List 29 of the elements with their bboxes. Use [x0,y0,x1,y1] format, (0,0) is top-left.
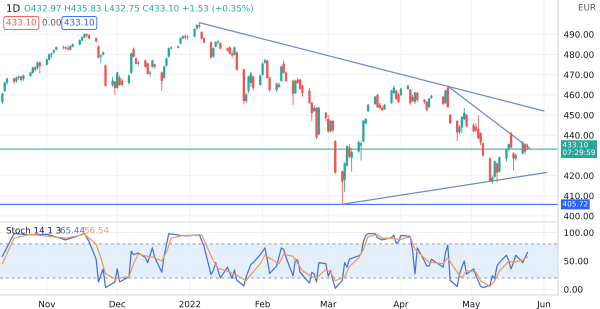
y-tick-label: 50.00 [564,258,588,264]
y-tick-label: 0.00 [564,286,582,293]
chart-title: Stoch 14 1 3 [6,226,61,234]
annotation: 65.44 [60,226,85,234]
x-tick-label: Nov [39,300,56,308]
y-tick-label: 440.00 [564,132,594,139]
y-tick-label: 490.00 [564,31,594,38]
annotation: 56.54 [84,226,109,234]
y-tick-label: 400.00 [564,212,594,220]
y-tick-label: 450.00 [564,112,594,118]
x-tick-label: Apr [393,300,408,309]
y-tick-label: 460.00 [564,92,594,98]
x-tick-label: Mar [320,300,336,308]
annotation: 433.10 [64,18,94,26]
y-tick-label: 100.00 [564,229,594,236]
x-tick-label: Dec [110,300,126,308]
annotation: O432.97 H435.83 L432.75 C433.10 +1.53 (+0.35%) [24,4,253,13]
y-tick-label: 410.00 [564,192,594,200]
chart-title: 1D [7,4,20,12]
y-tick-label: 470.00 [564,72,594,78]
annotation: 433.10 [6,18,36,26]
annotation: 0.00 [42,18,61,26]
x-tick-label: Feb [256,300,270,308]
y-tick-label: 480.00 [564,51,594,58]
x-tick-label: Jun [536,300,550,309]
text: EUR [578,4,596,11]
y-tick-label: 420.00 [564,172,594,180]
x-tick-label: May [463,300,480,309]
x-tick-label: 2022 [179,300,200,308]
